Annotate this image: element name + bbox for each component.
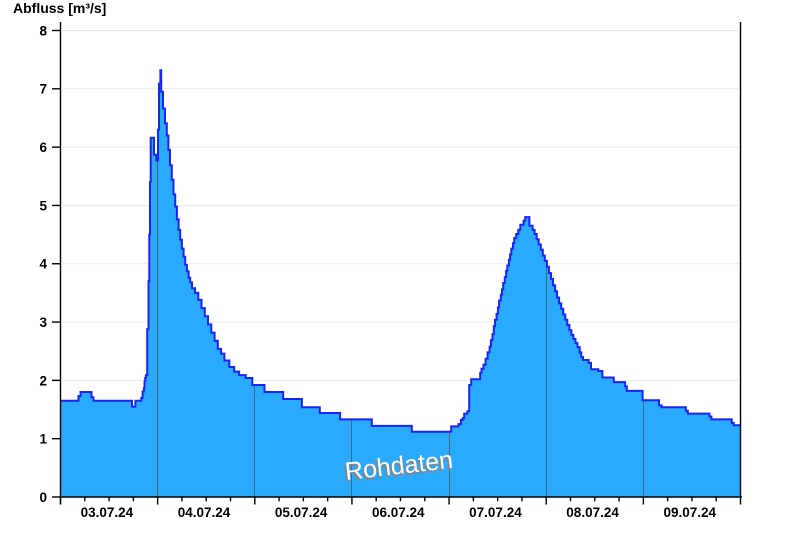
svg-text:6: 6 xyxy=(39,140,47,155)
svg-text:06.07.24: 06.07.24 xyxy=(372,505,425,520)
svg-text:04.07.24: 04.07.24 xyxy=(178,505,231,520)
svg-text:07.07.24: 07.07.24 xyxy=(469,505,522,520)
svg-text:08.07.24: 08.07.24 xyxy=(566,505,619,520)
svg-text:8: 8 xyxy=(39,23,47,38)
svg-text:05.07.24: 05.07.24 xyxy=(275,505,328,520)
svg-text:7: 7 xyxy=(39,82,47,97)
svg-text:0: 0 xyxy=(39,490,47,505)
svg-text:3: 3 xyxy=(39,315,47,330)
svg-text:Abfluss [m³/s]: Abfluss [m³/s] xyxy=(13,0,106,16)
svg-text:09.07.24: 09.07.24 xyxy=(663,505,716,520)
svg-text:5: 5 xyxy=(39,198,47,213)
svg-text:2: 2 xyxy=(39,373,47,388)
svg-text:4: 4 xyxy=(39,257,47,272)
svg-text:1: 1 xyxy=(39,432,47,447)
svg-text:03.07.24: 03.07.24 xyxy=(81,505,134,520)
